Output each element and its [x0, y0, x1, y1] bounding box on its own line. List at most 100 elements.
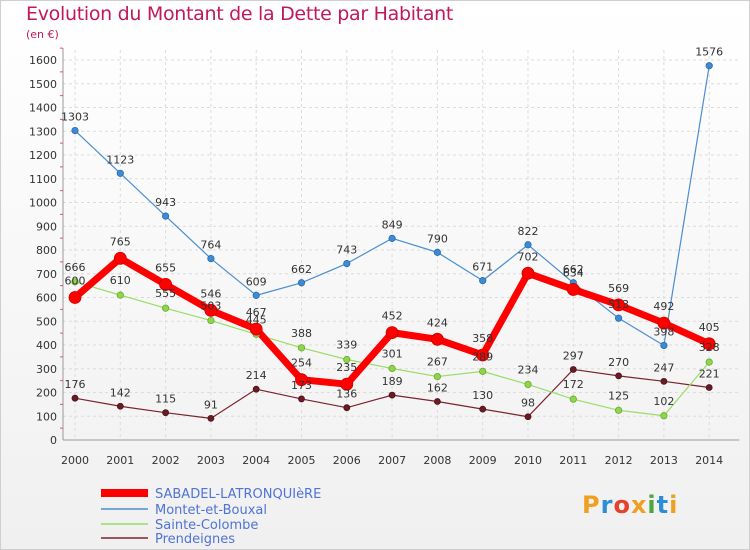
data-label: 546	[200, 287, 221, 300]
y-tick-label: 800	[36, 244, 57, 257]
brand-letter: x	[630, 491, 648, 519]
x-tick-label: 2012	[605, 454, 633, 467]
data-label: 702	[518, 250, 539, 263]
data-labels: 176 142 115 91 214 173 136 189 162 130 98 297 270 247…	[61, 46, 723, 412]
data-label: 405	[699, 321, 720, 334]
data-point	[343, 355, 351, 364]
data-point	[614, 314, 623, 322]
data-label: 743	[336, 244, 357, 257]
data-point	[657, 316, 671, 330]
x-tick-label: 2006	[333, 454, 361, 467]
data-label: 1576	[695, 46, 723, 59]
data-point	[705, 384, 713, 391]
data-point	[388, 391, 396, 399]
data-point	[297, 344, 306, 352]
x-tick-label: 2009	[469, 454, 497, 467]
data-label: 671	[472, 261, 493, 274]
data-label: 91	[204, 398, 218, 411]
data-point	[252, 385, 260, 393]
legend-label: Montet-et-Bouxal	[155, 503, 267, 518]
y-tick-label: 600	[36, 292, 57, 305]
data-point	[388, 234, 396, 242]
y-tick-label: 1600	[29, 54, 57, 67]
data-label: 503	[200, 300, 221, 313]
data-label: 492	[653, 300, 674, 313]
data-point	[68, 291, 82, 304]
data-point	[524, 413, 532, 421]
data-point	[521, 266, 535, 280]
proxiti-logo: Proxiti	[582, 491, 678, 519]
brand-letter: i	[669, 491, 679, 519]
data-label: 328	[699, 341, 720, 354]
data-point	[705, 62, 713, 70]
y-tick-label: 500	[36, 315, 57, 328]
data-point	[71, 278, 79, 286]
data-label: 214	[246, 369, 267, 382]
data-label: 289	[472, 350, 493, 363]
data-label: 424	[427, 316, 448, 329]
x-tick-labels: 2000 2001 2002 2003 2004 2005 2006 2007 2008 2009…	[61, 454, 723, 467]
brand-letter: t	[656, 491, 670, 519]
data-point	[566, 283, 580, 296]
data-point	[340, 377, 354, 391]
data-point	[430, 332, 444, 346]
data-point	[569, 366, 577, 373]
data-label: 849	[382, 218, 403, 231]
y-tick-label: 1200	[29, 149, 57, 162]
data-label: 235	[336, 361, 357, 374]
data-label: 176	[65, 378, 86, 391]
y-tick-label: 400	[36, 339, 57, 352]
data-label: 221	[699, 368, 720, 381]
data-point	[660, 377, 668, 385]
data-point	[116, 291, 124, 299]
data-label: 142	[110, 386, 131, 399]
data-label: 662	[563, 263, 584, 276]
data-label: 790	[427, 232, 448, 245]
data-point	[524, 380, 532, 389]
data-label: 1123	[106, 153, 134, 166]
data-point	[385, 326, 399, 340]
data-point	[204, 303, 218, 317]
data-label: 136	[336, 388, 357, 401]
data-point	[343, 259, 351, 268]
data-point	[71, 394, 79, 402]
data-point	[660, 412, 668, 420]
chart-title: Evolution du Montant de la Dette par Hab…	[26, 3, 454, 25]
y-tick-label: 100	[36, 410, 57, 423]
y-tick-label: 1500	[29, 78, 57, 91]
y-tick-label: 1100	[29, 173, 57, 186]
data-point	[207, 254, 215, 263]
data-label: 358	[472, 332, 493, 345]
data-label: 247	[653, 361, 674, 374]
data-point	[433, 372, 441, 381]
data-label: 764	[200, 239, 221, 252]
data-label: 555	[155, 287, 176, 300]
data-point	[297, 279, 306, 287]
data-point	[116, 402, 124, 410]
x-tick-label: 2003	[197, 454, 225, 467]
data-point	[433, 398, 441, 405]
y-tick-label: 300	[36, 363, 57, 376]
x-tick-label: 2013	[650, 454, 678, 467]
x-tick-label: 2007	[378, 454, 406, 467]
data-point	[162, 212, 170, 220]
data-label: 388	[291, 327, 312, 340]
legend-label: Sainte-Colombe	[155, 518, 258, 533]
series-points	[68, 62, 716, 422]
x-tick-label: 2002	[152, 454, 180, 467]
data-label: 162	[427, 382, 448, 395]
brand-letter: P	[582, 491, 601, 519]
axes	[60, 47, 740, 441]
data-point	[479, 405, 487, 413]
data-label: 172	[563, 378, 584, 391]
data-point	[71, 126, 79, 135]
data-label: 662	[291, 263, 312, 276]
data-point	[433, 248, 441, 256]
y-tick-label: 200	[36, 387, 57, 400]
x-tick-label: 2008	[423, 454, 451, 467]
x-tick-label: 2014	[695, 454, 723, 467]
y-tick-label: 1000	[29, 197, 57, 210]
data-point	[569, 395, 577, 403]
data-label: 609	[246, 275, 267, 288]
